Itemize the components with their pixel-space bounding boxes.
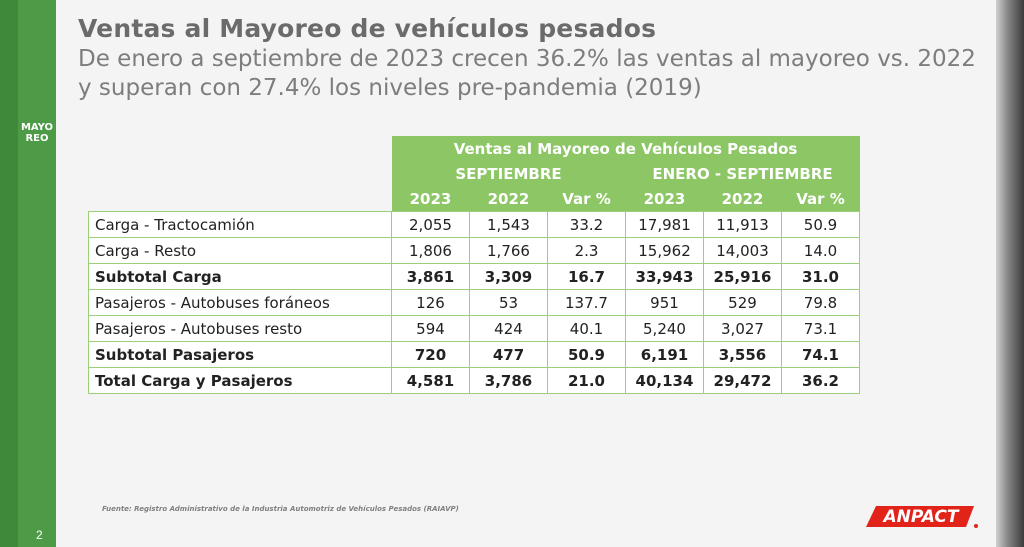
column-header: 2022 bbox=[469, 186, 548, 212]
table-cell: 73.1 bbox=[781, 315, 860, 342]
table-cell: 137.7 bbox=[547, 289, 626, 316]
section-sidebar: MAYOREO 2 bbox=[0, 0, 56, 547]
table-cell: 40,134 bbox=[625, 367, 704, 394]
table-row: Carga - Tractocamión 2,055 1,543 33.2 17,981… bbox=[88, 211, 860, 238]
logo-text: ANPACT bbox=[882, 507, 960, 527]
row-label: Total Carga y Pasajeros bbox=[88, 367, 392, 394]
table-cell: 3,027 bbox=[703, 315, 782, 342]
table-cell: 4,581 bbox=[391, 367, 470, 394]
anpact-logo: ANPACT bbox=[866, 506, 978, 528]
table-cell: 33.2 bbox=[547, 211, 626, 238]
logo-plate bbox=[866, 506, 974, 527]
page-subtitle: De enero a septiembre de 2023 crecen 36.… bbox=[78, 46, 976, 101]
table-cell: 40.1 bbox=[547, 315, 626, 342]
table-cell: 1,806 bbox=[391, 237, 470, 264]
section-label: MAYOREO bbox=[20, 122, 54, 144]
table-cell: 25,916 bbox=[703, 263, 782, 290]
table-cell: 11,913 bbox=[703, 211, 782, 238]
table-cell: 16.7 bbox=[547, 263, 626, 290]
column-header: 2022 bbox=[703, 186, 782, 212]
column-header-row: 2023 2022 Var % 2023 2022 Var % bbox=[89, 186, 860, 212]
row-label: Carga - Resto bbox=[88, 237, 392, 264]
row-label: Carga - Tractocamión bbox=[88, 211, 392, 238]
group-header-ytd: ENERO - SEPTIEMBRE bbox=[625, 161, 860, 186]
source-note: Fuente: Registro Administrativo de la In… bbox=[102, 505, 459, 513]
table-row: Subtotal Pasajeros 720 477 50.9 6,191 3,556 74… bbox=[88, 341, 860, 368]
table-cell: 529 bbox=[703, 289, 782, 316]
table-cell: 477 bbox=[469, 341, 548, 368]
row-label: Pasajeros - Autobuses resto bbox=[88, 315, 392, 342]
table-cell: 951 bbox=[625, 289, 704, 316]
table-cell: 1,543 bbox=[469, 211, 548, 238]
sidebar-stripe bbox=[0, 0, 18, 547]
column-header: Var % bbox=[547, 186, 626, 212]
table-cell: 14,003 bbox=[703, 237, 782, 264]
table-cell: 126 bbox=[391, 289, 470, 316]
table-corner bbox=[89, 161, 392, 186]
table-row: Total Carga y Pasajeros 4,581 3,786 21.0 40,… bbox=[88, 367, 860, 394]
table-cell: 6,191 bbox=[625, 341, 704, 368]
page-title: Ventas al Mayoreo de vehículos pesados bbox=[78, 14, 657, 43]
table-title: Ventas al Mayoreo de Vehículos Pesados bbox=[391, 136, 860, 161]
table-cell: 33,943 bbox=[625, 263, 704, 290]
table-cell: 29,472 bbox=[703, 367, 782, 394]
table-cell: 14.0 bbox=[781, 237, 860, 264]
table-cell: 15,962 bbox=[625, 237, 704, 264]
page-number: 2 bbox=[36, 528, 43, 542]
group-header-row: SEPTIEMBRE ENERO - SEPTIEMBRE bbox=[89, 161, 860, 186]
table-cell: 21.0 bbox=[547, 367, 626, 394]
row-label: Subtotal Pasajeros bbox=[88, 341, 392, 368]
column-header: Var % bbox=[781, 186, 860, 212]
table-title-row: Ventas al Mayoreo de Vehículos Pesados bbox=[89, 136, 860, 161]
table-row: Carga - Resto 1,806 1,766 2.3 15,962 14,003 14… bbox=[88, 237, 860, 264]
group-header-monthly: SEPTIEMBRE bbox=[391, 161, 626, 186]
table-row: Pasajeros - Autobuses foráneos 126 53 137.7… bbox=[88, 289, 860, 316]
table-cell: 2,055 bbox=[391, 211, 470, 238]
table-cell: 720 bbox=[391, 341, 470, 368]
table-cell: 1,766 bbox=[469, 237, 548, 264]
table-cell: 79.8 bbox=[781, 289, 860, 316]
table-cell: 50.9 bbox=[547, 341, 626, 368]
table-cell: 36.2 bbox=[781, 367, 860, 394]
table-cell: 3,786 bbox=[469, 367, 548, 394]
sales-table: Ventas al Mayoreo de Vehículos Pesados S… bbox=[88, 136, 860, 394]
table-corner bbox=[89, 186, 392, 212]
column-header: 2023 bbox=[625, 186, 704, 212]
column-header: 2023 bbox=[391, 186, 470, 212]
table-cell: 3,861 bbox=[391, 263, 470, 290]
table-cell: 50.9 bbox=[781, 211, 860, 238]
table-cell: 53 bbox=[469, 289, 548, 316]
row-label: Subtotal Carga bbox=[88, 263, 392, 290]
table-cell: 31.0 bbox=[781, 263, 860, 290]
table-cell: 5,240 bbox=[625, 315, 704, 342]
row-label: Pasajeros - Autobuses foráneos bbox=[88, 289, 392, 316]
logo-dot bbox=[974, 524, 978, 528]
table-row: Pasajeros - Autobuses resto 594 424 40.1 5,2… bbox=[88, 315, 860, 342]
table-cell: 594 bbox=[391, 315, 470, 342]
table-cell: 74.1 bbox=[781, 341, 860, 368]
table-row: Subtotal Carga 3,861 3,309 16.7 33,943 25,916… bbox=[88, 263, 860, 290]
table-corner bbox=[89, 136, 392, 161]
table-cell: 2.3 bbox=[547, 237, 626, 264]
table-cell: 3,309 bbox=[469, 263, 548, 290]
screen-edge bbox=[996, 0, 1024, 547]
table-cell: 3,556 bbox=[703, 341, 782, 368]
table-cell: 17,981 bbox=[625, 211, 704, 238]
table-cell: 424 bbox=[469, 315, 548, 342]
table-body: Carga - Tractocamión 2,055 1,543 33.2 17,981… bbox=[88, 211, 860, 394]
